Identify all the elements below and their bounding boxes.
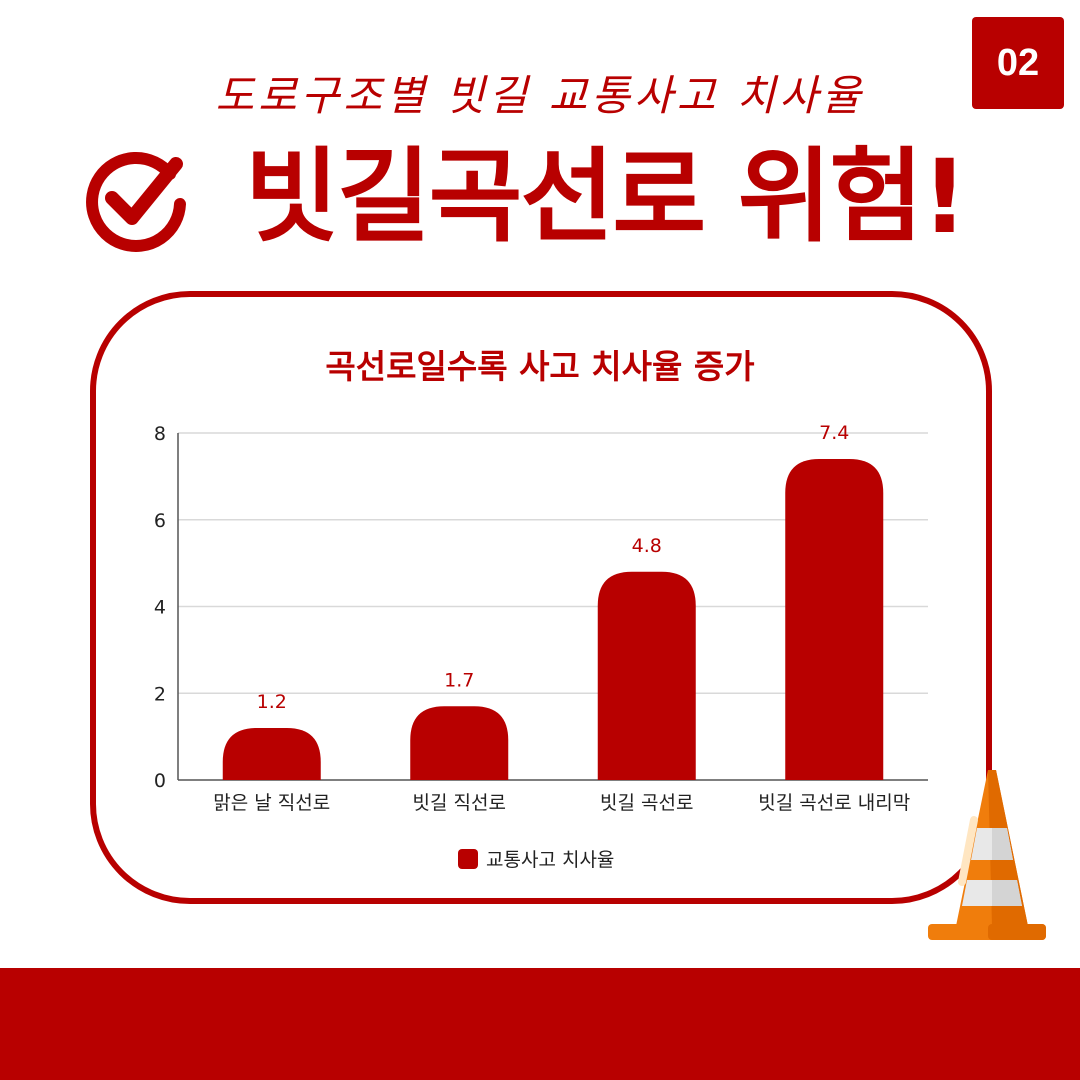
data-label: 1.2 <box>257 691 287 713</box>
check-circle-icon <box>86 151 186 252</box>
data-label: 1.7 <box>444 669 474 691</box>
page-number-badge: 02 <box>972 17 1064 109</box>
y-tick-label: 2 <box>154 683 166 705</box>
bar <box>222 727 321 780</box>
y-tick-label: 0 <box>154 770 166 792</box>
bar <box>597 571 696 780</box>
data-label: 7.4 <box>819 422 849 444</box>
data-label: 4.8 <box>632 535 662 557</box>
page-number: 02 <box>996 41 1040 84</box>
x-tick-label: 맑은 날 직선로 <box>213 792 330 814</box>
footer-band <box>0 968 1080 1080</box>
y-tick-label: 6 <box>154 510 166 532</box>
x-tick-label: 빗길 직선로 <box>413 792 506 814</box>
y-tick-label: 4 <box>154 597 166 619</box>
x-tick-label: 빗길 곡선로 <box>600 792 693 814</box>
bar <box>410 706 509 780</box>
page-subtitle: 도로구조별 빗길 교통사고 치사율 <box>215 71 865 120</box>
page-title: 빗길곡선로 위험! <box>245 138 968 257</box>
x-tick-label: 빗길 곡선로 내리막 <box>758 792 910 814</box>
y-tick-label: 8 <box>154 423 166 445</box>
bar <box>785 459 884 780</box>
traffic-cone-icon <box>928 770 1046 940</box>
legend-label: 교통사고 치사율 <box>486 849 614 871</box>
legend-swatch <box>458 849 478 869</box>
chart-title: 곡선로일수록 사고 치사율 증가 <box>325 347 755 386</box>
